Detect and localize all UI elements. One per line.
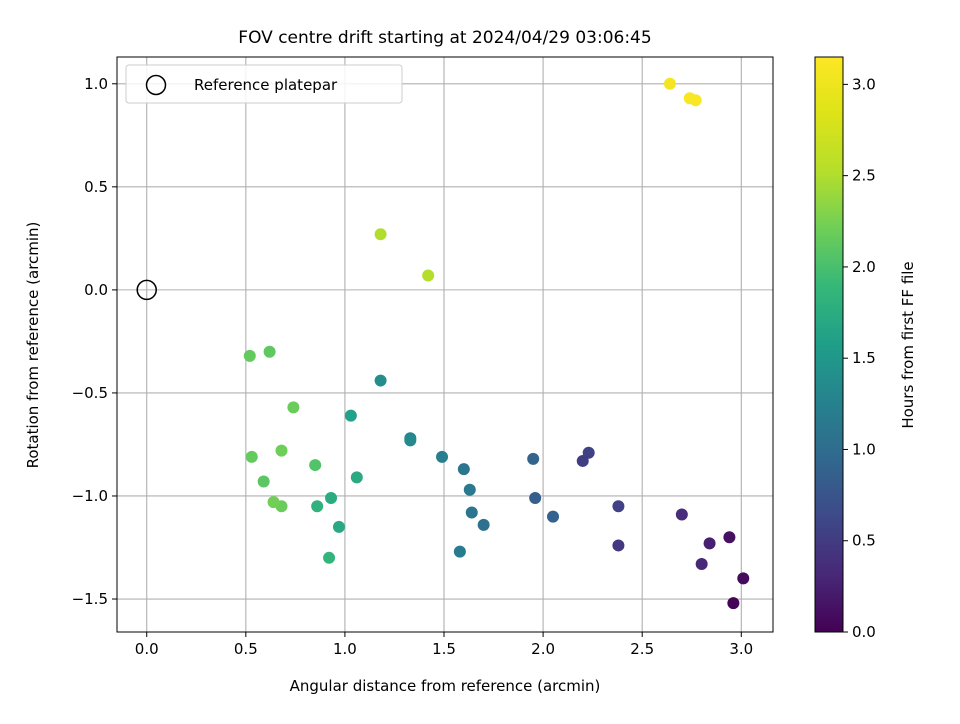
data-point bbox=[703, 537, 716, 550]
data-point bbox=[547, 510, 560, 523]
data-point bbox=[287, 401, 300, 414]
x-tick-label: 3.0 bbox=[729, 640, 753, 658]
colorbar-tick-label: 1.5 bbox=[852, 349, 876, 367]
data-point bbox=[465, 506, 478, 519]
x-tick-label: 1.0 bbox=[333, 640, 357, 658]
data-point bbox=[723, 531, 736, 544]
colorbar-tick-label: 0.0 bbox=[852, 623, 876, 641]
data-point bbox=[689, 94, 702, 107]
chart-title: FOV centre drift starting at 2024/04/29 … bbox=[238, 28, 651, 48]
data-point bbox=[332, 520, 345, 533]
data-point bbox=[275, 444, 288, 457]
data-point bbox=[582, 446, 595, 459]
data-point bbox=[477, 518, 490, 531]
y-tick-label: −1.0 bbox=[72, 487, 108, 505]
y-axis-label: Rotation from reference (arcmin) bbox=[24, 222, 42, 469]
y-tick-label: 1.0 bbox=[84, 75, 108, 93]
data-point bbox=[325, 492, 338, 505]
data-point bbox=[245, 450, 258, 463]
data-point bbox=[350, 471, 363, 484]
data-point bbox=[576, 454, 589, 467]
grid-lines bbox=[117, 57, 773, 632]
data-point bbox=[422, 269, 435, 282]
colorbar-tick-label: 1.0 bbox=[852, 440, 876, 458]
data-point bbox=[243, 349, 256, 362]
data-point bbox=[737, 572, 750, 585]
legend-label: Reference platepar bbox=[194, 76, 338, 94]
colorbar: 0.0 0.5 1.0 1.5 2.0 2.5 3.0 Hours from first F… bbox=[814, 56, 917, 641]
data-points bbox=[243, 77, 750, 610]
data-point bbox=[727, 597, 740, 610]
colorbar-label: Hours from first FF file bbox=[899, 261, 917, 428]
x-tick-label: 0.5 bbox=[234, 640, 258, 658]
data-point bbox=[612, 500, 625, 513]
data-point bbox=[309, 459, 322, 472]
legend-marker bbox=[145, 74, 167, 96]
colorbar-tick-label: 3.0 bbox=[852, 75, 876, 93]
data-point bbox=[527, 452, 540, 465]
colorbar-gradient bbox=[814, 56, 844, 633]
data-point bbox=[663, 77, 676, 90]
data-point bbox=[311, 500, 324, 513]
colorbar-tick-label: 2.5 bbox=[852, 167, 876, 185]
data-point bbox=[263, 345, 276, 358]
y-tick-label: 0.0 bbox=[84, 281, 108, 299]
x-tick-label: 2.5 bbox=[630, 640, 654, 658]
colorbar-ticks: 0.0 0.5 1.0 1.5 2.0 2.5 3.0 bbox=[843, 75, 876, 641]
reference-marker bbox=[136, 279, 157, 301]
data-point bbox=[374, 228, 387, 241]
y-axis-ticks: 1.0 0.5 0.0 −0.5 −1.0 −1.5 bbox=[72, 75, 117, 608]
x-axis-ticks: 0.0 0.5 1.0 1.5 2.0 2.5 3.0 bbox=[135, 632, 753, 658]
colorbar-tick-label: 0.5 bbox=[852, 532, 876, 550]
plot-frame bbox=[116, 56, 774, 633]
data-point bbox=[436, 450, 449, 463]
data-point bbox=[404, 434, 417, 447]
reference-marker-group bbox=[136, 279, 157, 301]
data-point bbox=[695, 557, 708, 570]
data-point bbox=[257, 475, 270, 488]
data-point bbox=[323, 551, 336, 564]
data-point bbox=[463, 483, 476, 496]
data-point bbox=[457, 463, 470, 476]
data-point bbox=[675, 508, 688, 521]
data-point bbox=[453, 545, 466, 558]
legend-box bbox=[125, 64, 403, 104]
legend: Reference platepar bbox=[125, 64, 403, 104]
data-point bbox=[529, 492, 542, 505]
data-point bbox=[267, 496, 280, 509]
y-tick-label: −0.5 bbox=[72, 384, 108, 402]
data-point bbox=[612, 539, 625, 552]
data-point bbox=[374, 374, 387, 387]
x-tick-label: 2.0 bbox=[531, 640, 555, 658]
y-tick-label: −1.5 bbox=[72, 590, 108, 608]
y-tick-label: 0.5 bbox=[84, 178, 108, 196]
colorbar-tick-label: 2.0 bbox=[852, 258, 876, 276]
x-tick-label: 0.0 bbox=[135, 640, 159, 658]
data-point bbox=[344, 409, 357, 422]
x-tick-label: 1.5 bbox=[432, 640, 456, 658]
x-axis-label: Angular distance from reference (arcmin) bbox=[290, 677, 601, 695]
